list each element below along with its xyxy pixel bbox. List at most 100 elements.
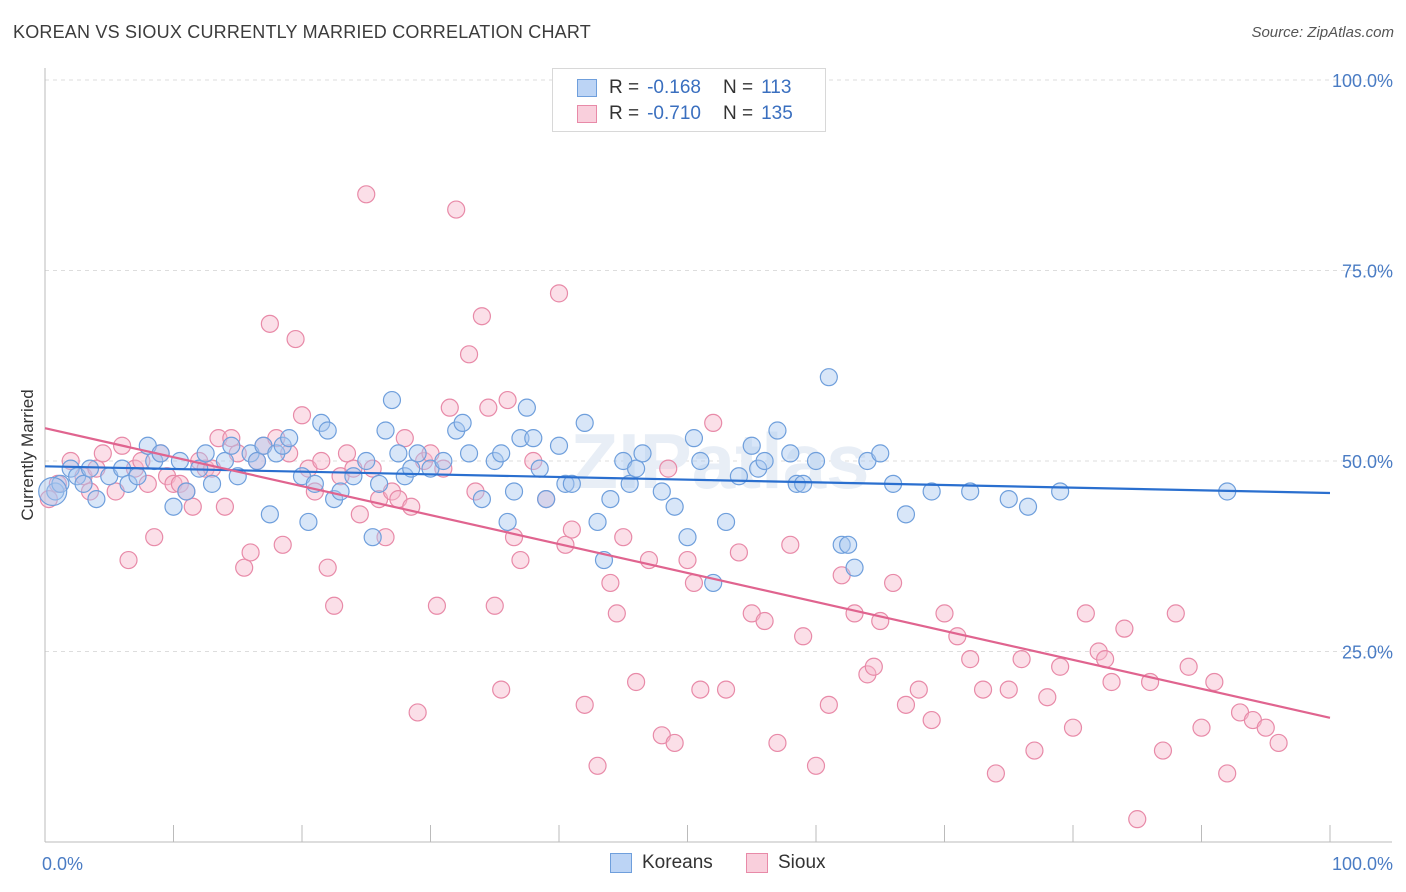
korean-point <box>164 497 183 516</box>
korean-point <box>273 436 292 455</box>
sioux-point <box>472 307 491 326</box>
koreans-r-value: -0.168 <box>647 77 701 98</box>
stats-legend: R = -0.168 N = 113 R = -0.710 N = 135 <box>552 68 826 132</box>
korean-point <box>922 482 941 501</box>
sioux-point <box>80 482 100 501</box>
korean-point <box>691 451 710 471</box>
korean-point <box>742 436 761 455</box>
sioux-point <box>260 314 279 333</box>
sioux-point <box>819 695 838 714</box>
sioux-point <box>883 573 903 593</box>
sioux-point <box>350 505 369 524</box>
sioux-point <box>1256 718 1275 737</box>
sioux-point <box>626 672 646 692</box>
sioux-point <box>1115 619 1134 638</box>
korean-point <box>376 421 395 440</box>
korean-point <box>999 490 1018 509</box>
sioux-point <box>241 543 260 562</box>
sioux-point <box>119 550 138 570</box>
legend-item-sioux[interactable]: Sioux <box>746 852 826 874</box>
korean-point <box>222 436 241 455</box>
koreans-n-label: N = <box>722 77 754 98</box>
sioux-point <box>1089 642 1108 661</box>
sioux-point <box>447 200 466 219</box>
sioux-point <box>601 573 620 593</box>
korean-point <box>459 444 479 463</box>
korean-trend-line <box>44 465 1331 495</box>
sioux-point <box>93 444 112 463</box>
sioux-point <box>325 596 344 615</box>
korean-point <box>395 467 414 486</box>
korean-point <box>511 429 530 448</box>
sioux-point <box>659 459 678 478</box>
korean-point <box>839 535 858 554</box>
korean-point <box>684 429 704 448</box>
sioux-point <box>729 543 749 562</box>
sioux-point <box>286 329 305 349</box>
sioux-point <box>806 756 826 775</box>
sioux-point <box>1205 672 1224 692</box>
sioux-point <box>607 604 626 623</box>
sioux-point <box>1025 741 1044 760</box>
sioux-swatch <box>577 105 597 123</box>
korean-point <box>832 535 851 554</box>
korean-point <box>588 512 607 532</box>
korean-point <box>485 451 504 471</box>
korean-point <box>504 482 524 501</box>
sioux-point <box>1192 718 1211 737</box>
korean-point <box>363 528 382 547</box>
korean-point <box>1018 497 1038 516</box>
sioux-r-value: -0.710 <box>647 103 701 124</box>
sioux-point <box>1038 688 1057 707</box>
korean-point <box>575 413 594 432</box>
sioux-point <box>337 444 357 463</box>
korean-point <box>498 512 517 532</box>
sioux-point <box>922 710 941 730</box>
korean-point <box>87 490 106 509</box>
sioux-point <box>973 680 993 699</box>
sioux-point <box>235 558 254 577</box>
korean-point <box>787 474 806 493</box>
sioux-point <box>549 284 569 303</box>
korean-point <box>453 413 472 432</box>
sioux-point <box>440 398 459 417</box>
korean-point <box>331 482 350 501</box>
sioux-point <box>1153 741 1173 760</box>
koreans-r-label: R = <box>609 77 640 98</box>
sioux-point <box>614 528 633 547</box>
korean-point <box>729 467 749 486</box>
korean-point <box>530 459 549 478</box>
legend-row-koreans: R = -0.168 N = 113 <box>577 76 791 100</box>
y-tick-label: 75.0% <box>1342 262 1393 282</box>
korean-point <box>357 451 376 471</box>
sioux-point <box>588 756 607 775</box>
sioux-point <box>684 573 704 593</box>
korean-point <box>280 429 299 448</box>
sioux-point <box>492 680 511 699</box>
sioux-point <box>312 451 331 471</box>
sioux-point <box>1051 657 1070 676</box>
sioux-point <box>678 550 697 570</box>
sioux-point <box>1179 657 1198 676</box>
x-tick-label: 0.0% <box>42 854 83 874</box>
korean-point <box>202 474 222 493</box>
korean-point <box>61 459 80 478</box>
sioux-point <box>466 482 485 501</box>
korean-point <box>492 444 511 463</box>
sioux-point <box>273 535 292 554</box>
korean-point <box>177 482 196 501</box>
sioux-point <box>845 604 864 623</box>
sioux-point <box>61 451 80 471</box>
sioux-point <box>1128 810 1147 829</box>
sioux-point <box>408 703 427 722</box>
korean-point <box>549 436 569 455</box>
korean-point <box>408 444 427 463</box>
sioux-point <box>909 680 928 699</box>
korean-point <box>51 474 70 493</box>
sioux-point <box>498 390 517 410</box>
legend-item-koreans[interactable]: Koreans <box>610 852 713 874</box>
korean-point <box>626 459 646 478</box>
korean-point <box>716 512 736 532</box>
korean-point <box>845 558 864 577</box>
y-tick-label: 50.0% <box>1342 452 1393 472</box>
